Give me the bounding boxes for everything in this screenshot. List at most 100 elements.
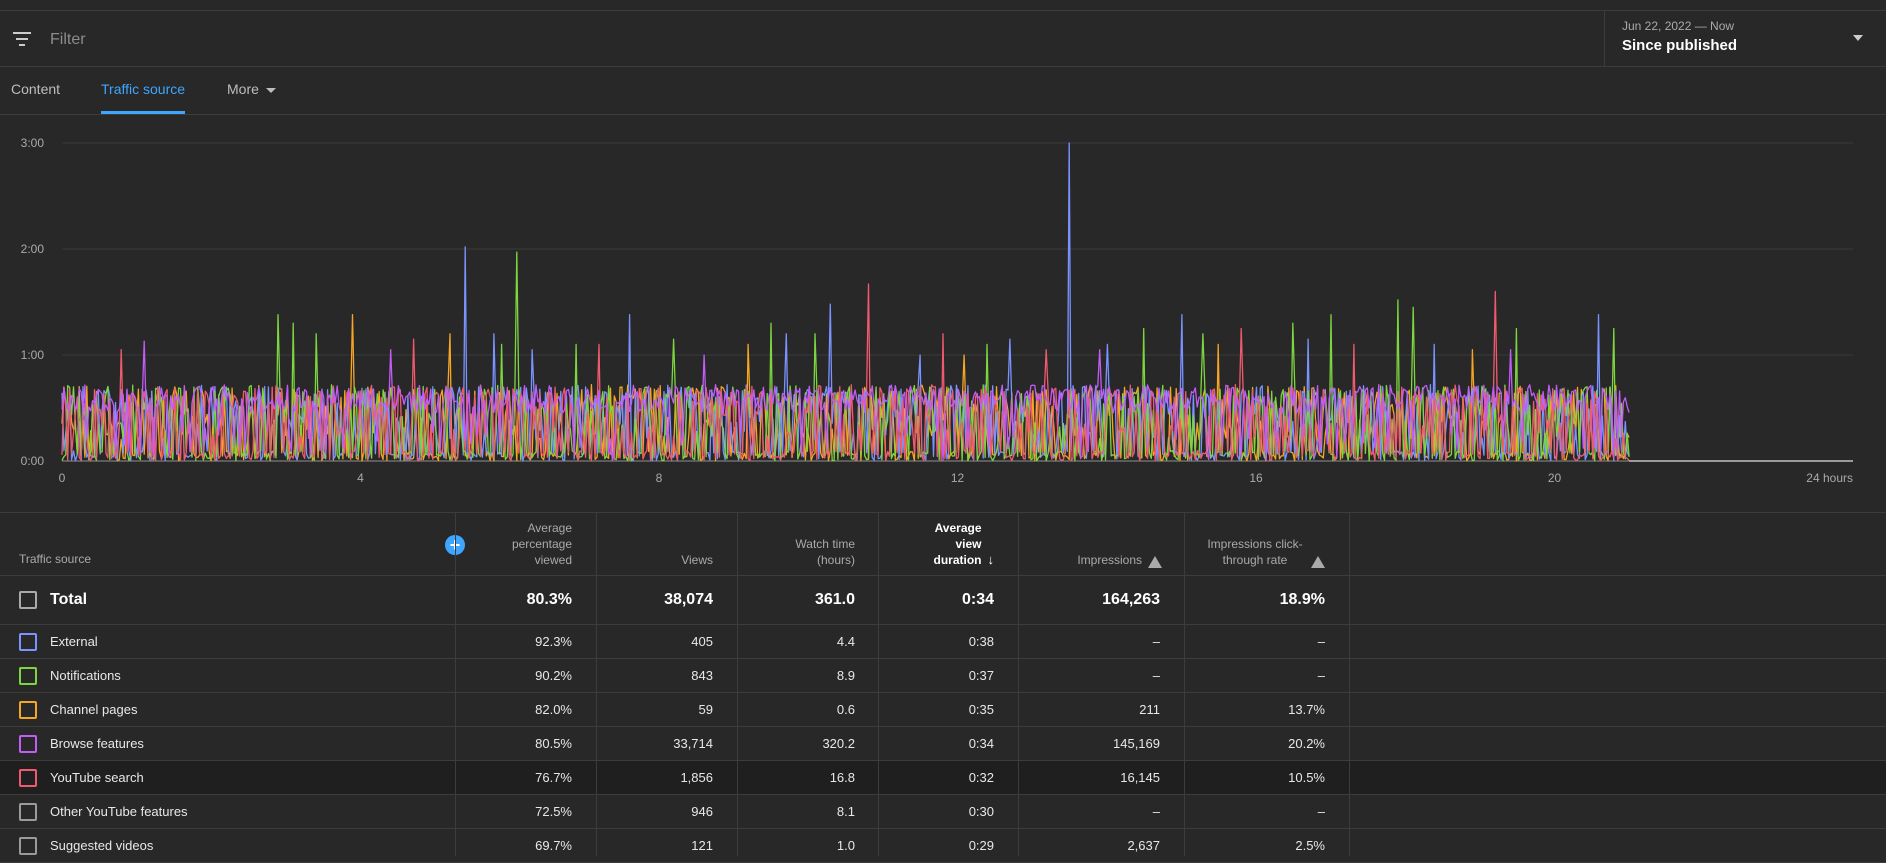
y-tick-label: 1:00 bbox=[21, 348, 45, 362]
y-tick-label: 0:00 bbox=[21, 454, 45, 468]
y-tick-label: 3:00 bbox=[21, 136, 45, 150]
cell-avd: 0:37 bbox=[968, 668, 994, 683]
filter-icon[interactable] bbox=[12, 31, 32, 47]
cell-views: 59 bbox=[698, 702, 713, 717]
filter-input[interactable] bbox=[50, 28, 450, 52]
cell-ctr: – bbox=[1317, 634, 1325, 649]
cell-watch-time: 16.8 bbox=[829, 770, 855, 785]
row-checkbox[interactable] bbox=[19, 633, 37, 651]
row-name: Other YouTube features bbox=[50, 804, 188, 819]
table-header: Traffic source + Average percentage view… bbox=[0, 512, 1886, 576]
cell-avg-pct: 92.3% bbox=[535, 634, 572, 649]
cell-avg-pct: 80.5% bbox=[535, 736, 572, 751]
filter-bar: Jun 22, 2022 — Now Since published bbox=[0, 11, 1886, 67]
column-header-views[interactable]: Views bbox=[681, 553, 713, 567]
column-header-avg-percentage[interactable]: Average percentage viewed bbox=[511, 521, 572, 567]
row-checkbox[interactable] bbox=[19, 735, 37, 753]
column-header-traffic-source[interactable]: Traffic source bbox=[19, 552, 92, 566]
cell-avd: 0:34 bbox=[961, 591, 994, 608]
x-tick-label: 4 bbox=[357, 471, 364, 485]
table-row[interactable]: Other YouTube features 72.5% 946 8.1 0:30 – – bbox=[0, 795, 1886, 829]
column-header-ctr[interactable]: Impressions click-through rate bbox=[1190, 513, 1325, 575]
tab-label: More bbox=[227, 81, 259, 97]
caret-down-icon bbox=[265, 87, 276, 93]
table-row-total[interactable]: Total 80.3% 38,074 361.0 0:34 164,263 18… bbox=[0, 576, 1886, 625]
x-tick-label: 20 bbox=[1548, 471, 1562, 485]
column-divider bbox=[1018, 512, 1019, 856]
column-header-avg-view-duration[interactable]: Average view duration ↓ bbox=[933, 521, 995, 567]
x-tick-label: 12 bbox=[951, 471, 965, 485]
cell-impressions: – bbox=[1152, 804, 1160, 819]
cell-ctr: 10.5% bbox=[1288, 770, 1325, 785]
y-tick-label: 2:00 bbox=[21, 242, 45, 256]
row-checkbox[interactable] bbox=[19, 837, 37, 855]
row-checkbox[interactable] bbox=[19, 769, 37, 787]
x-tick-label: 8 bbox=[656, 471, 663, 485]
cell-views: 121 bbox=[691, 838, 713, 853]
row-name: Notifications bbox=[50, 668, 121, 683]
cell-avd: 0:38 bbox=[968, 634, 994, 649]
cell-impressions: – bbox=[1152, 668, 1160, 683]
table-row[interactable]: YouTube search 76.7% 1,856 16.8 0:32 16,145 10… bbox=[0, 761, 1886, 795]
tab-traffic-source[interactable]: Traffic source bbox=[101, 67, 186, 114]
table-row[interactable]: Channel pages 82.0% 59 0.6 0:35 211 13.7% bbox=[0, 693, 1886, 727]
tab-bar: Content Traffic source More bbox=[0, 67, 1886, 115]
row-name: Total bbox=[50, 591, 88, 608]
tab-label: Traffic source bbox=[101, 81, 186, 97]
column-divider bbox=[737, 512, 738, 856]
cell-impressions: 16,145 bbox=[1120, 770, 1160, 785]
cell-ctr: 20.2% bbox=[1288, 736, 1325, 751]
column-header-impressions[interactable]: Impressions bbox=[1020, 513, 1162, 575]
table-body: External 92.3% 405 4.4 0:38 – – Notifications 90… bbox=[0, 625, 1886, 863]
cell-views: 38,074 bbox=[664, 591, 713, 608]
cell-views: 405 bbox=[691, 634, 713, 649]
row-name: External bbox=[50, 634, 98, 649]
tab-label: Content bbox=[11, 81, 61, 97]
table-row[interactable]: External 92.3% 405 4.4 0:38 – – bbox=[0, 625, 1886, 659]
column-divider bbox=[1184, 512, 1185, 856]
traffic-chart: 0:00 1:00 2:00 3:00 0 4 8 12 16 20 24 hours bbox=[21, 136, 1853, 485]
row-name: Browse features bbox=[50, 736, 144, 751]
row-checkbox[interactable] bbox=[19, 701, 37, 719]
cell-ctr: – bbox=[1317, 668, 1325, 683]
cell-watch-time: 4.4 bbox=[836, 634, 855, 649]
table-row[interactable]: Browse features 80.5% 33,714 320.2 0:34 145,1… bbox=[0, 727, 1886, 761]
column-divider bbox=[596, 512, 597, 856]
series-line-youtube-search bbox=[61, 283, 1630, 462]
cell-impressions: 164,263 bbox=[1102, 591, 1160, 608]
cell-avg-pct: 82.0% bbox=[535, 702, 572, 717]
row-checkbox[interactable] bbox=[19, 591, 37, 609]
tab-content[interactable]: Content bbox=[11, 67, 60, 114]
column-divider bbox=[455, 512, 456, 856]
column-divider bbox=[878, 512, 879, 856]
date-range-label: Since published bbox=[1622, 37, 1738, 54]
cell-avd: 0:34 bbox=[968, 736, 994, 751]
column-header-watch-time[interactable]: Watch time (hours) bbox=[795, 537, 855, 567]
table-row[interactable]: Notifications 90.2% 843 8.9 0:37 – – bbox=[0, 659, 1886, 693]
chart-ticks: 0:00 1:00 2:00 3:00 0 4 8 12 16 20 24 hours bbox=[21, 136, 1853, 485]
row-name: YouTube search bbox=[50, 770, 144, 785]
cell-avd: 0:32 bbox=[968, 770, 994, 785]
top-divider bbox=[0, 0, 1886, 11]
cell-views: 843 bbox=[691, 668, 713, 683]
x-tick-label: 16 bbox=[1249, 471, 1263, 485]
cell-ctr: 13.7% bbox=[1288, 702, 1325, 717]
row-checkbox[interactable] bbox=[19, 803, 37, 821]
cell-watch-time: 0.6 bbox=[836, 702, 855, 717]
warning-icon bbox=[1311, 556, 1325, 568]
date-range-text: Jun 22, 2022 — Now bbox=[1622, 19, 1735, 33]
table-row[interactable]: Suggested videos 69.7% 121 1.0 0:29 2,637 2.5% bbox=[0, 829, 1886, 863]
cell-avd: 0:30 bbox=[968, 804, 994, 819]
cell-impressions: 145,169 bbox=[1113, 736, 1160, 751]
date-range-selector[interactable]: Jun 22, 2022 — Now Since published bbox=[1604, 11, 1886, 66]
series-line-browse-features bbox=[61, 340, 1630, 462]
chevron-down-icon bbox=[1853, 35, 1863, 41]
cell-avg-pct: 69.7% bbox=[535, 838, 572, 853]
cell-avg-pct: 72.5% bbox=[535, 804, 572, 819]
cell-watch-time: 1.0 bbox=[836, 838, 855, 853]
cell-views: 946 bbox=[691, 804, 713, 819]
tab-more[interactable]: More bbox=[227, 67, 276, 114]
cell-avg-pct: 76.7% bbox=[535, 770, 572, 785]
cell-views: 1,856 bbox=[680, 770, 713, 785]
row-checkbox[interactable] bbox=[19, 667, 37, 685]
